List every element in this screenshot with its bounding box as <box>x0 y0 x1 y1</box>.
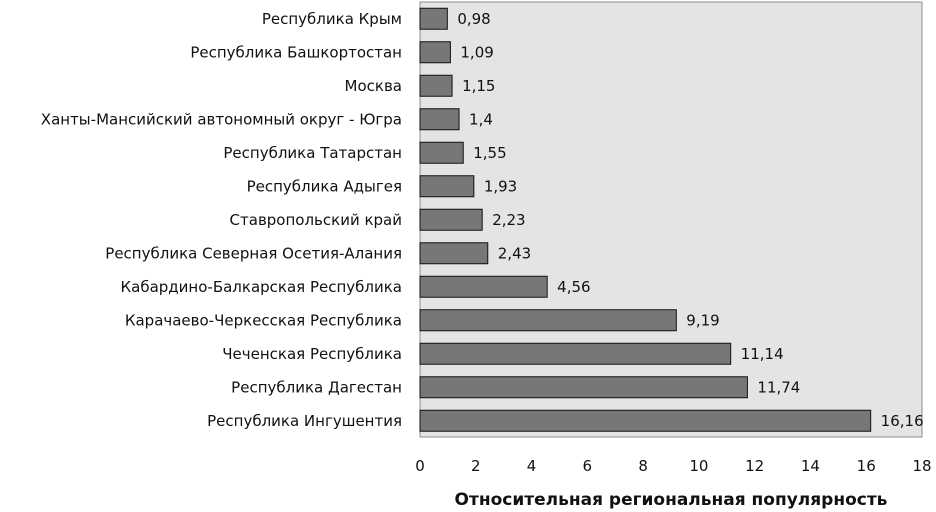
x-tick-label: 12 <box>745 457 764 475</box>
value-label: 2,43 <box>498 244 531 262</box>
x-tick-label: 8 <box>638 457 648 475</box>
category-label: Ставропольский край <box>230 211 402 229</box>
value-labels-group: 0,98 1,09 1,15 1,4 1,55 1,93 2,23 2,43 4,56 9,19 1… <box>457 10 923 430</box>
category-label: Кабардино-Балкарская Республика <box>121 278 403 296</box>
category-label: Республика Татарстан <box>223 144 402 162</box>
bars-group <box>419 7 872 432</box>
category-label: Москва <box>345 77 402 95</box>
category-label: Чеченская Республика <box>222 345 402 363</box>
bar <box>419 7 448 30</box>
value-label: 1,09 <box>460 43 493 61</box>
x-tick-label: 2 <box>471 457 481 475</box>
category-label: Республика Ингушентия <box>207 412 402 430</box>
category-label: Республика Дагестан <box>231 378 402 396</box>
bar <box>419 242 489 265</box>
value-label: 2,23 <box>492 211 525 229</box>
x-tick-label: 10 <box>689 457 708 475</box>
x-tick-label: 6 <box>583 457 593 475</box>
value-label: 1,4 <box>469 110 493 128</box>
bar <box>419 409 872 432</box>
value-label: 1,55 <box>473 144 506 162</box>
category-label: Карачаево-Черкесская Республика <box>125 311 402 329</box>
x-tick-label: 4 <box>527 457 537 475</box>
category-label: Республика Северная Осетия-Алания <box>105 244 402 262</box>
category-labels-group: Республика Крым Республика Башкортостан Мо… <box>41 10 402 430</box>
x-axis-title: Относительная региональная популярность <box>455 490 888 510</box>
bar <box>419 41 451 64</box>
value-label: 4,56 <box>557 278 590 296</box>
bar <box>419 376 748 399</box>
bar <box>419 342 732 365</box>
value-label: 9,19 <box>686 311 719 329</box>
bar <box>419 108 460 131</box>
bar <box>419 275 548 298</box>
x-tick-label: 18 <box>912 457 931 475</box>
value-label: 11,74 <box>757 378 800 396</box>
value-label: 1,93 <box>484 177 517 195</box>
bar <box>419 175 475 198</box>
x-tick-label: 0 <box>415 457 425 475</box>
category-label: Республика Башкортостан <box>190 43 402 61</box>
category-label: Республика Адыгея <box>247 177 402 195</box>
bar <box>419 309 677 332</box>
x-tick-labels-group: 0 2 4 6 8 10 12 14 16 18 <box>415 457 931 475</box>
category-label: Республика Крым <box>262 10 402 28</box>
value-label: 11,14 <box>741 345 784 363</box>
category-label: Ханты-Мансийский автономный округ - Югра <box>41 110 402 128</box>
value-label: 0,98 <box>457 10 490 28</box>
x-tick-label: 14 <box>801 457 820 475</box>
value-label: 1,15 <box>462 77 495 95</box>
x-tick-label: 16 <box>857 457 876 475</box>
bar <box>419 74 453 97</box>
bar <box>419 141 464 164</box>
bar <box>419 208 483 231</box>
value-label: 16,16 <box>881 412 924 430</box>
